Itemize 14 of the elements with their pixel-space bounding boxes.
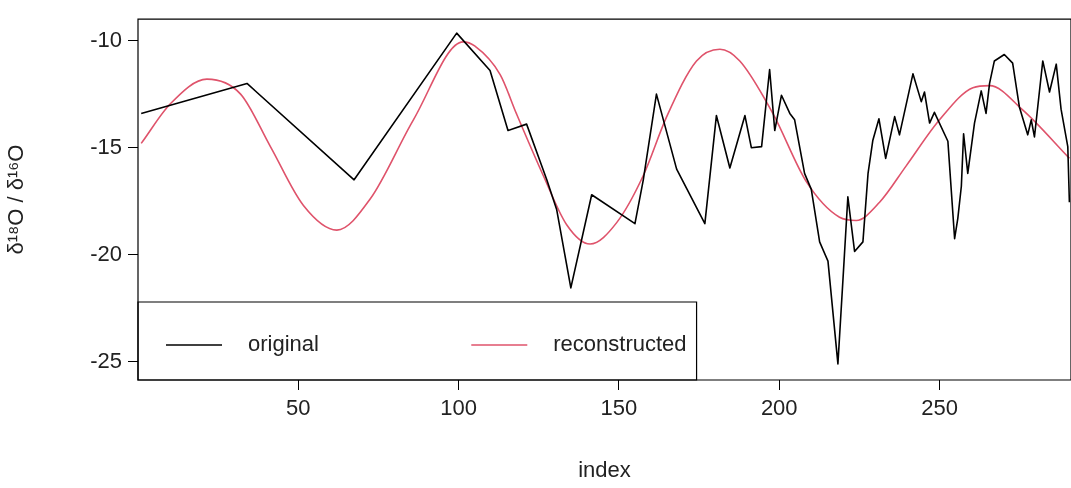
y-tick-label: -25 <box>90 347 122 373</box>
y-tick-label: -15 <box>90 133 122 159</box>
legend-label: reconstructed <box>553 331 687 357</box>
x-tick-label: 250 <box>921 395 958 421</box>
x-tick-label: 100 <box>440 395 477 421</box>
y-tick-label: -10 <box>90 26 122 52</box>
legend-label: original <box>248 331 319 357</box>
y-axis-title: δ¹⁸O / δ¹⁶O <box>3 144 29 255</box>
x-tick-label: 150 <box>600 395 638 421</box>
x-axis-title: index <box>578 456 631 482</box>
x-tick-label: 200 <box>760 395 798 421</box>
y-tick-label: -20 <box>90 240 122 266</box>
line-series <box>140 41 1071 245</box>
x-tick-label: 50 <box>286 395 311 421</box>
